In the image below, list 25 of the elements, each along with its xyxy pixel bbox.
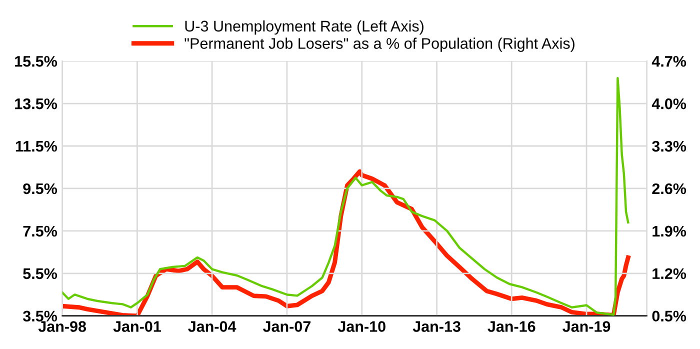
y-tick-label: 9.5% [23,183,58,194]
x-tick-label: Jan-19 [562,321,610,332]
y2-tick-label: 4.0% [652,98,686,110]
y-tick-label: 15.5% [15,56,58,67]
legend-label: "Permanent Job Losers" as a % of Population (Right Axis) [184,38,574,52]
y2-tick-label: 2.6% [652,183,686,194]
y2-tick-label: 0.5% [652,310,686,322]
x-tick-label: Jan-13 [412,321,460,332]
x-tick-label: Jan-16 [488,321,536,332]
y2-tick-label: 1.2% [652,268,686,280]
y-tick-label: 7.5% [23,226,58,237]
y2-tick-label: 3.3% [652,140,686,152]
x-tick-label: Jan-04 [188,321,236,332]
line-series [62,76,630,316]
y-tick-label: 3.5% [22,310,58,322]
x-tick-label: Jan-01 [113,321,161,332]
y2-tick-label: 4.7% [652,56,686,67]
y2-tick-label: 1.9% [652,226,686,237]
y-tick-label: 5.5% [23,268,58,280]
legend-label: U-3 Unemployment Rate (Left Axis) [185,20,424,35]
y-tick-label: 11.5% [16,140,58,152]
y-tick-label: 13.5% [15,98,58,110]
x-tick-label: Jan-10 [338,321,386,332]
x-tick-label: Jan-98 [38,321,86,332]
x-tick-label: Jan-07 [262,321,310,332]
